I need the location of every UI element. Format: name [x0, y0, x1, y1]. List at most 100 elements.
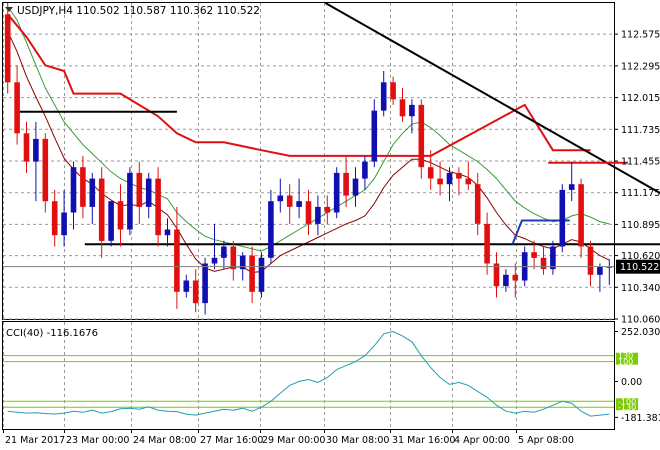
candle-body	[183, 280, 190, 292]
price-panel[interactable]	[3, 2, 660, 315]
candle[interactable]	[550, 240, 556, 275]
candle[interactable]	[437, 161, 443, 196]
candle[interactable]	[258, 252, 265, 298]
candle[interactable]	[484, 212, 490, 275]
candle[interactable]	[352, 167, 359, 207]
time-tick-label: 31 Mar 16:00	[392, 435, 455, 446]
candle[interactable]	[597, 263, 603, 292]
candle[interactable]	[540, 246, 547, 275]
cci-panel[interactable]	[3, 330, 614, 417]
candle[interactable]	[531, 240, 537, 270]
candle[interactable]	[89, 172, 96, 224]
candle-body	[174, 229, 180, 292]
candle-body	[606, 266, 613, 268]
blue-level-line[interactable]	[511, 219, 570, 245]
candle[interactable]	[80, 155, 86, 219]
candle[interactable]	[70, 161, 77, 230]
candle[interactable]	[42, 133, 49, 213]
candle[interactable]	[23, 121, 30, 173]
candle[interactable]	[4, 3, 11, 94]
time-tick-label: 4 Apr 00:00	[454, 435, 510, 446]
candle[interactable]	[324, 195, 331, 224]
candle-body	[258, 257, 265, 292]
candle[interactable]	[98, 167, 105, 258]
candle[interactable]	[371, 99, 378, 168]
candle[interactable]	[568, 161, 575, 202]
envelope-line	[6, 13, 591, 157]
candle-body	[362, 161, 368, 179]
candle[interactable]	[136, 161, 143, 224]
candle-body	[503, 274, 509, 287]
candle[interactable]	[127, 167, 133, 236]
candle[interactable]	[51, 189, 58, 247]
candle[interactable]	[409, 99, 415, 134]
candle[interactable]	[249, 246, 255, 304]
candle[interactable]	[427, 150, 434, 190]
candle-body	[418, 104, 425, 168]
candle-body	[474, 184, 481, 224]
candle-body	[380, 82, 387, 111]
candle[interactable]	[380, 71, 387, 117]
candle[interactable]	[174, 206, 180, 309]
candle[interactable]	[202, 257, 208, 315]
candle-body	[493, 263, 500, 287]
candle-body	[14, 82, 20, 134]
candle[interactable]	[512, 263, 519, 298]
candle[interactable]	[268, 189, 274, 264]
candle-body	[305, 201, 312, 224]
candle[interactable]	[305, 189, 312, 236]
collapse-triangle-icon[interactable]	[5, 7, 13, 12]
cci-tick-label: 252.0301	[621, 327, 660, 338]
candle[interactable]	[155, 167, 161, 247]
candle[interactable]	[277, 178, 284, 213]
candle-body	[324, 206, 331, 213]
cci-level-label: 130	[618, 352, 633, 361]
candle[interactable]	[230, 240, 237, 281]
candle[interactable]	[587, 240, 594, 287]
candle[interactable]	[493, 252, 500, 298]
candle[interactable]	[465, 161, 472, 190]
cci-tick-label: 0.00	[621, 377, 642, 388]
candle[interactable]	[221, 240, 227, 270]
candle[interactable]	[61, 189, 67, 247]
candle[interactable]	[286, 184, 293, 224]
candle[interactable]	[315, 195, 321, 236]
candle-body	[512, 274, 519, 281]
candle[interactable]	[456, 167, 462, 196]
candle-body	[155, 178, 161, 236]
candle[interactable]	[578, 178, 584, 258]
candle-body	[89, 178, 96, 207]
candle-body	[390, 82, 396, 100]
candle-body	[352, 178, 359, 196]
candle[interactable]	[503, 269, 509, 292]
candle-body	[268, 201, 274, 258]
trendline[interactable]	[324, 2, 660, 207]
candle-body	[61, 212, 67, 236]
candle[interactable]	[211, 223, 218, 270]
candle[interactable]	[296, 178, 302, 219]
candle-body	[136, 172, 143, 207]
candle[interactable]	[606, 259, 613, 285]
candle[interactable]	[14, 65, 20, 145]
candle-body	[437, 178, 443, 185]
candle[interactable]	[333, 167, 340, 219]
candle[interactable]	[399, 87, 406, 122]
candle[interactable]	[362, 155, 368, 190]
candle[interactable]	[343, 155, 349, 207]
candle[interactable]	[183, 274, 190, 298]
candle[interactable]	[117, 184, 124, 247]
candle[interactable]	[192, 269, 199, 313]
candle[interactable]	[418, 99, 425, 179]
price-tick-label: 111.455	[621, 157, 660, 168]
candle-body	[296, 201, 302, 207]
candle[interactable]	[474, 172, 481, 236]
candle[interactable]	[390, 76, 396, 105]
candle[interactable]	[33, 121, 39, 202]
cci-level-badge	[616, 398, 638, 411]
candle[interactable]	[446, 167, 453, 202]
candle[interactable]	[164, 218, 171, 247]
candle[interactable]	[108, 201, 114, 247]
candle[interactable]	[559, 184, 566, 253]
candle[interactable]	[145, 172, 152, 219]
